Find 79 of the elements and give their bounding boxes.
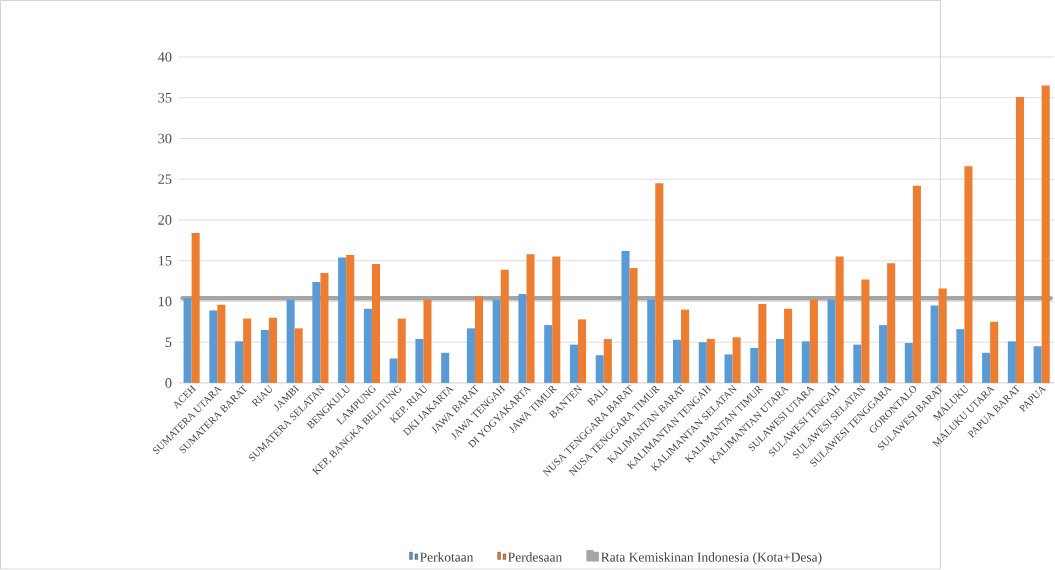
bar <box>912 185 921 384</box>
bar <box>544 325 553 384</box>
bar <box>655 183 664 384</box>
bar <box>268 317 277 384</box>
bar <box>621 251 630 384</box>
bar <box>191 233 200 384</box>
bar <box>750 348 759 384</box>
bar <box>853 344 862 384</box>
bar <box>260 330 269 384</box>
bar <box>183 298 192 384</box>
bar <box>904 343 913 384</box>
y-tick-label: 40 <box>157 52 172 63</box>
bar <box>243 318 252 384</box>
y-tick-label: 5 <box>165 337 172 348</box>
bar <box>371 264 380 384</box>
bar <box>500 269 509 384</box>
y-tick-label: 20 <box>158 215 172 225</box>
y-tick-label: 10 <box>158 296 172 307</box>
bar <box>647 300 656 384</box>
bar <box>861 279 870 384</box>
bar <box>672 339 682 384</box>
bar <box>552 256 561 384</box>
bar <box>397 318 406 384</box>
bar <box>964 166 973 384</box>
bar <box>732 337 741 384</box>
bar <box>312 282 321 384</box>
bar <box>518 294 527 384</box>
bar <box>938 288 947 384</box>
bar <box>217 304 226 384</box>
bar <box>466 328 475 384</box>
bar <box>423 300 432 384</box>
bar <box>956 329 965 384</box>
legend-label: Perkotaan <box>420 552 474 562</box>
bar <box>784 308 793 384</box>
bar <box>835 256 844 384</box>
bar <box>595 355 604 384</box>
bar <box>809 300 818 384</box>
bar <box>827 300 836 384</box>
bar <box>569 344 579 384</box>
bar <box>698 342 707 384</box>
y-tick-label: 0 <box>165 378 172 388</box>
bar <box>603 339 612 384</box>
bar <box>389 358 398 384</box>
bar <box>681 309 690 384</box>
bar <box>982 353 991 384</box>
legend-label: Rata Kemiskinan Indonesia (Kota+Desa) <box>601 552 822 565</box>
y-tick-label: 35 <box>158 93 172 103</box>
bar <box>578 319 587 384</box>
bar <box>706 339 715 384</box>
y-tick-label: 30 <box>158 133 172 144</box>
y-tick-label: 25 <box>158 174 172 185</box>
bar <box>887 263 896 384</box>
bar <box>776 339 785 384</box>
bar <box>346 255 355 384</box>
bar <box>474 296 484 384</box>
bar <box>209 310 218 384</box>
bar <box>1007 341 1016 384</box>
bar <box>990 322 999 384</box>
bar <box>801 341 810 384</box>
bar <box>363 308 372 384</box>
bar <box>235 341 244 384</box>
bar <box>441 353 450 384</box>
bar <box>1033 346 1042 384</box>
bar <box>629 268 638 384</box>
bar <box>338 257 347 384</box>
bar <box>930 305 939 384</box>
bar <box>492 300 501 384</box>
bar <box>1015 97 1024 384</box>
bar <box>294 328 303 384</box>
bar <box>286 300 295 384</box>
bar <box>724 354 733 384</box>
legend-label: Perdesaan <box>508 552 563 562</box>
bar <box>758 304 767 384</box>
bar <box>1041 85 1050 384</box>
bar <box>879 325 888 384</box>
bar <box>526 254 535 384</box>
bar <box>415 339 424 384</box>
y-tick-label: 15 <box>158 256 172 266</box>
bar <box>320 273 329 384</box>
